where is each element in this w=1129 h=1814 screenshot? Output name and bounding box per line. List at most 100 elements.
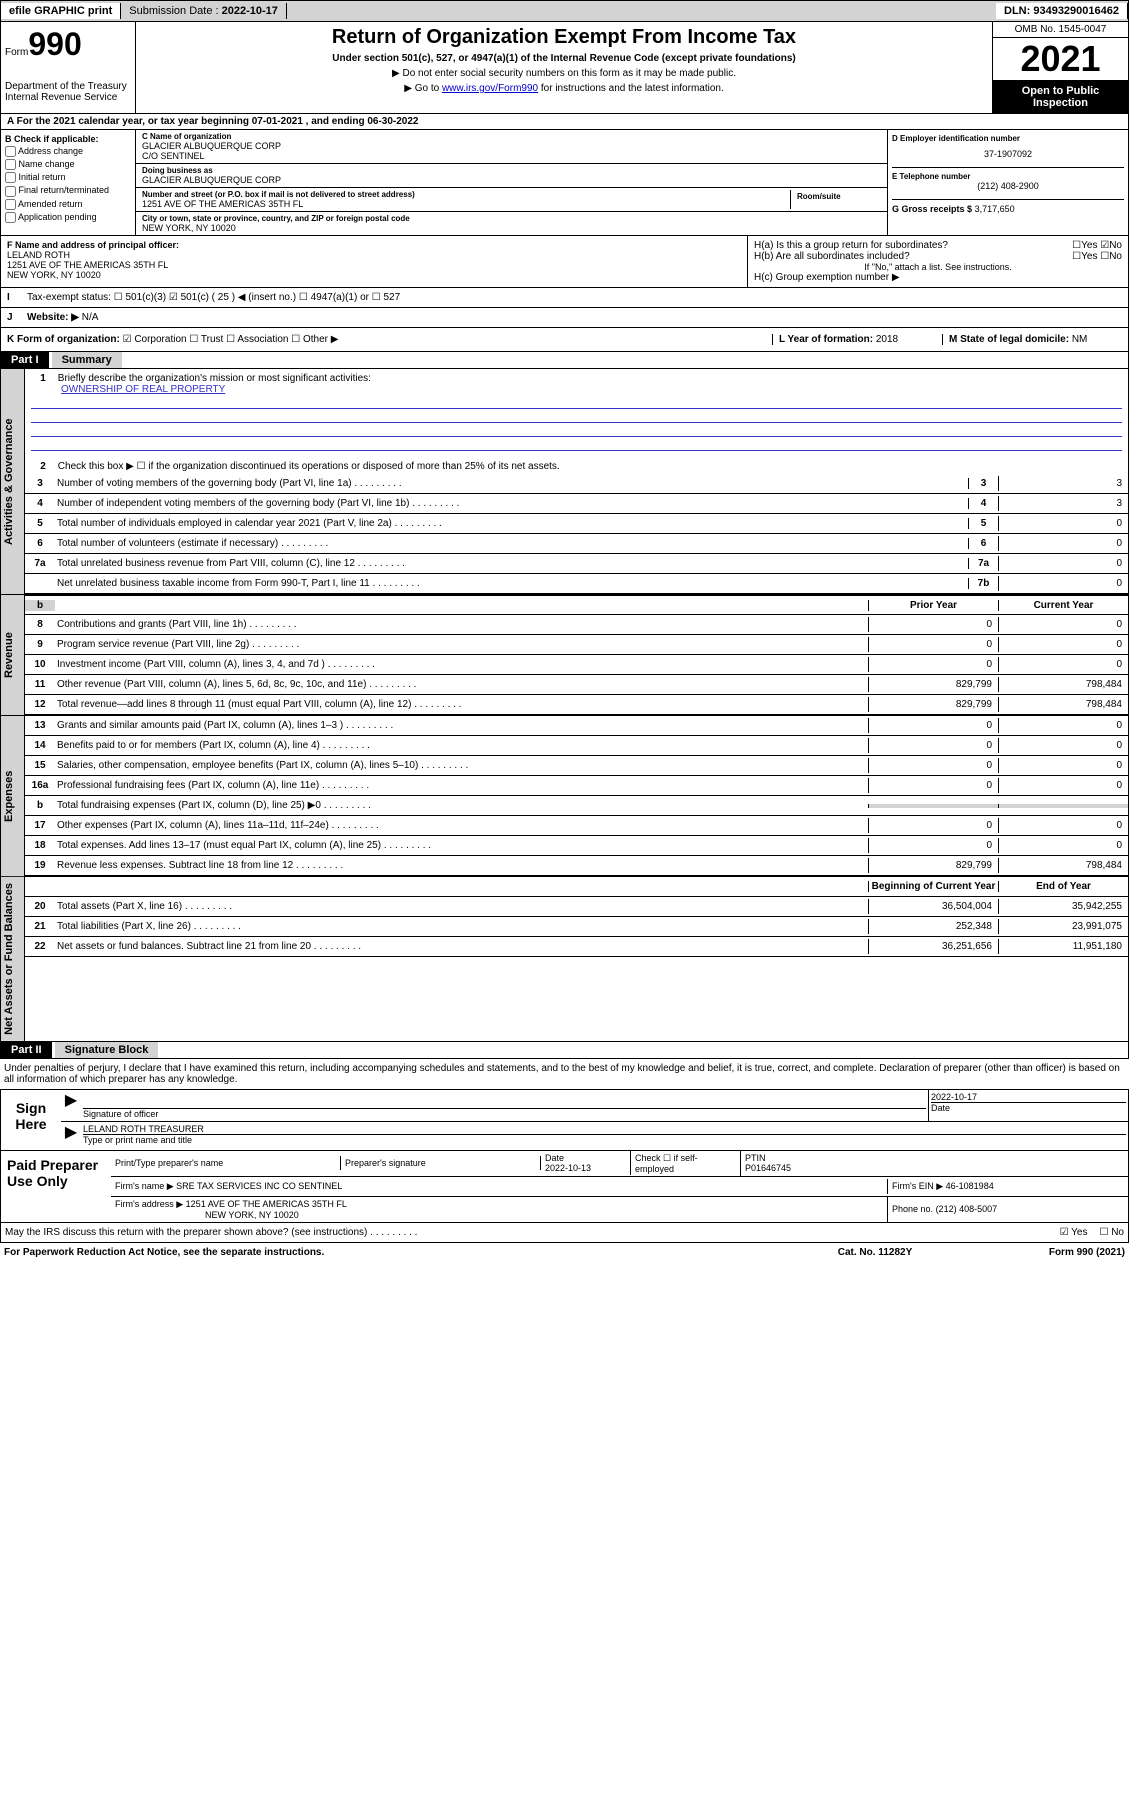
officer-label: F Name and address of principal officer: (7, 240, 179, 250)
cb-corporation[interactable]: ☑ Corporation (123, 334, 187, 345)
cb-4947[interactable]: ☐ 4947(a)(1) or (299, 292, 369, 303)
cb-final-return[interactable]: Final return/terminated (5, 185, 131, 196)
cb-association[interactable]: ☐ Association (226, 334, 288, 345)
dept-treasury: Department of the Treasury (5, 81, 131, 92)
preparer-date: 2022-10-13 (545, 1163, 591, 1173)
section-b-checkboxes: B Check if applicable: Address change Na… (1, 130, 136, 235)
summary-line: 3Number of voting members of the governi… (25, 474, 1128, 494)
col-begin-year: Beginning of Current Year (868, 881, 998, 892)
firm-phone: (212) 408-5007 (936, 1204, 998, 1214)
cb-name-change[interactable]: Name change (5, 159, 131, 170)
part1-header-row: Part I Summary (0, 352, 1129, 369)
public-inspection: Open to Public Inspection (993, 81, 1128, 113)
paid-preparer-label: Paid Preparer Use Only (1, 1151, 111, 1222)
section-bcd: B Check if applicable: Address change Na… (0, 130, 1129, 236)
state-domicile: NM (1072, 334, 1088, 345)
website-value: N/A (82, 312, 99, 323)
summary-line: 8Contributions and grants (Part VIII, li… (25, 615, 1128, 635)
sig-date-label: Date (931, 1103, 950, 1113)
ptin-value: P01646745 (745, 1163, 791, 1173)
org-name: GLACIER ALBUQUERQUE CORP (142, 141, 881, 151)
form-footer: Form 990 (2021) (975, 1247, 1125, 1258)
line2-checkbox: Check this box ▶ ☐ if the organization d… (58, 461, 560, 472)
cb-trust[interactable]: ☐ Trust (189, 334, 223, 345)
paperwork-notice: For Paperwork Reduction Act Notice, see … (4, 1247, 775, 1258)
summary-line: 22Net assets or fund balances. Subtract … (25, 937, 1128, 957)
omb-number: OMB No. 1545-0047 (993, 22, 1128, 38)
ha-group-return: H(a) Is this a group return for subordin… (754, 240, 1122, 251)
self-employed-check[interactable]: Check ☐ if self-employed (631, 1151, 741, 1176)
street-label: Number and street (or P.O. box if mail i… (142, 190, 790, 199)
summary-line: 11Other revenue (Part VIII, column (A), … (25, 675, 1128, 695)
cb-527[interactable]: ☐ 527 (372, 292, 400, 303)
phone-label: E Telephone number (892, 172, 1124, 181)
dln: DLN: 93493290016462 (996, 3, 1128, 19)
summary-line: 19Revenue less expenses. Subtract line 1… (25, 856, 1128, 876)
summary-line: 9Program service revenue (Part VIII, lin… (25, 635, 1128, 655)
summary-line: 20Total assets (Part X, line 16)36,504,0… (25, 897, 1128, 917)
signer-name-label: Type or print name and title (83, 1135, 192, 1145)
hb-note: If "No," attach a list. See instructions… (754, 262, 1122, 272)
summary-line: bTotal fundraising expenses (Part IX, co… (25, 796, 1128, 816)
cb-application-pending[interactable]: Application pending (5, 212, 131, 223)
officer-addr1: 1251 AVE OF THE AMERICAS 35TH FL (7, 260, 168, 270)
cat-number: Cat. No. 11282Y (775, 1247, 975, 1258)
gross-value: 3,717,650 (975, 204, 1015, 214)
city-label: City or town, state or province, country… (142, 214, 881, 223)
submission-date-label: Submission Date : 2022-10-17 (121, 3, 287, 19)
year-formation: 2018 (876, 334, 898, 345)
gross-label: G Gross receipts $ (892, 204, 972, 214)
irs-discuss-row: May the IRS discuss this return with the… (0, 1223, 1129, 1243)
officer-addr2: NEW YORK, NY 10020 (7, 270, 101, 280)
dba-value: GLACIER ALBUQUERQUE CORP (142, 175, 881, 185)
part1-expenses: Expenses 13Grants and similar amounts pa… (0, 716, 1129, 877)
part1-netassets: Net Assets or Fund Balances Beginning of… (0, 877, 1129, 1042)
form-label: Form (5, 47, 28, 58)
irs-link[interactable]: www.irs.gov/Form990 (442, 83, 538, 94)
col-prior-year: Prior Year (868, 600, 998, 611)
org-name-label: C Name of organization (142, 132, 881, 141)
irs-label: Internal Revenue Service (5, 92, 131, 103)
cb-other[interactable]: ☐ Other ▶ (291, 334, 338, 345)
form-number: 990 (28, 26, 81, 62)
efile-print-label[interactable]: efile GRAPHIC print (1, 3, 121, 19)
discuss-no[interactable]: ☐ No (1099, 1227, 1124, 1238)
arrow-icon: ▶ (61, 1090, 81, 1121)
summary-line: 10Investment income (Part VIII, column (… (25, 655, 1128, 675)
footer-line: For Paperwork Reduction Act Notice, see … (0, 1243, 1129, 1262)
sig-date: 2022-10-17 (931, 1092, 1126, 1102)
summary-line: 16aProfessional fundraising fees (Part I… (25, 776, 1128, 796)
cb-501c3[interactable]: ☐ 501(c)(3) (114, 292, 166, 303)
section-d: D Employer identification number 37-1907… (888, 130, 1128, 235)
firm-addr2: NEW YORK, NY 10020 (205, 1210, 299, 1220)
summary-line: 14Benefits paid to or for members (Part … (25, 736, 1128, 756)
room-label: Room/suite (797, 192, 875, 201)
firm-addr1: 1251 AVE OF THE AMERICAS 35TH FL (186, 1199, 347, 1209)
cb-501c[interactable]: ☑ 501(c) ( 25 ) ◀ (insert no.) (169, 292, 296, 303)
part1-title: Summary (52, 352, 122, 368)
part2-header: Part II (1, 1042, 52, 1058)
cb-initial-return[interactable]: Initial return (5, 172, 131, 183)
summary-line: 7aTotal unrelated business revenue from … (25, 554, 1128, 574)
summary-line: 15Salaries, other compensation, employee… (25, 756, 1128, 776)
cb-amended-return[interactable]: Amended return (5, 199, 131, 210)
part1-revenue: Revenue b Prior Year Current Year 8Contr… (0, 595, 1129, 716)
form-header: Form990 Department of the Treasury Inter… (0, 22, 1129, 114)
part2-title: Signature Block (55, 1042, 159, 1058)
part1-governance: Activities & Governance 1 Briefly descri… (0, 369, 1129, 595)
cb-address-change[interactable]: Address change (5, 146, 131, 157)
phone-value: (212) 408-2900 (892, 181, 1124, 191)
discuss-yes[interactable]: ☑ Yes (1060, 1227, 1088, 1238)
ein-label: D Employer identification number (892, 134, 1124, 143)
arrow-icon: ▶ (61, 1122, 81, 1150)
mission-text: OWNERSHIP OF REAL PROPERTY (61, 384, 225, 395)
sign-here-label: Sign Here (1, 1090, 61, 1150)
sign-here-block: Sign Here ▶ Signature of officer 2022-10… (0, 1089, 1129, 1151)
tab-revenue: Revenue (1, 595, 25, 715)
section-fijk: F Name and address of principal officer:… (0, 236, 1129, 352)
org-name-co: C/O SENTINEL (142, 151, 881, 161)
hc-group-exemption: H(c) Group exemption number ▶ (754, 272, 1122, 283)
sig-officer-label: Signature of officer (83, 1109, 158, 1119)
street-value: 1251 AVE OF THE AMERICAS 35TH FL (142, 199, 790, 209)
tab-governance: Activities & Governance (1, 369, 25, 594)
